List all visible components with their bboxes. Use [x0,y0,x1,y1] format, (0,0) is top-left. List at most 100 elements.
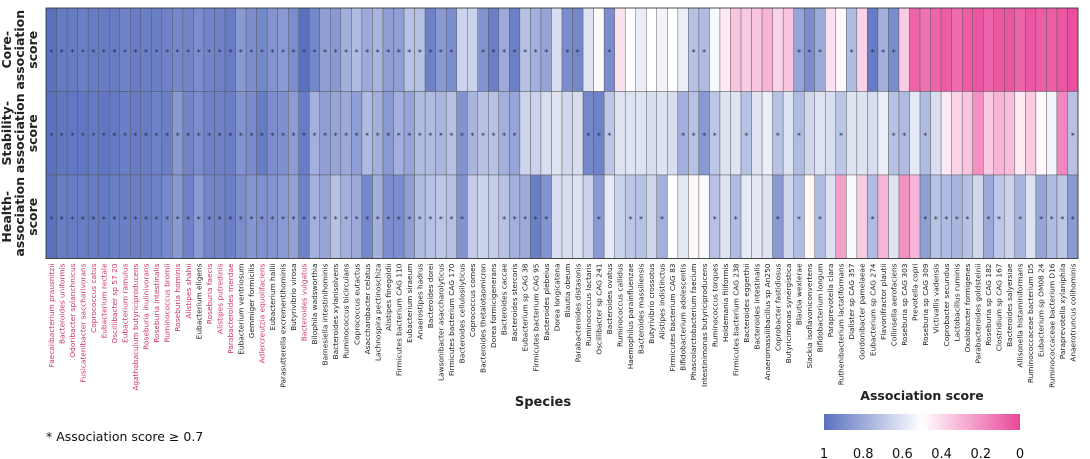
species-label: Clostridium sp CAG 167 [995,263,1004,351]
species-label: Eubacterium ventriosum [236,264,245,355]
heatmap-cell [972,91,984,176]
heatmap-cell [803,174,816,259]
significance-star: * [313,215,317,224]
significance-star: * [144,48,148,57]
heatmap-cell [1014,91,1026,176]
significance-star: * [365,131,369,140]
row-label-line: association [12,177,27,257]
species-labels: Faecalibacterium prausnitzii Bacteroides … [47,263,1077,391]
significance-star: * [239,48,243,57]
heatmap-cell [719,7,731,92]
heatmap-cell [519,91,531,176]
significance-star: * [270,48,274,57]
species-label: Lawsonibacter asaccharolyticus [437,263,446,381]
species-label: Alistipes shahii [184,264,193,319]
significance-star: * [49,131,53,140]
species-label: Flavonifractor plautii [879,264,888,340]
species-label: Bacteroides vulgatus [300,263,309,341]
significance-star: * [91,48,95,57]
species-label: Roseburia faecis [205,263,214,324]
significance-star: * [291,48,295,57]
heatmap-cells [45,7,1079,259]
heatmap-cell [877,174,889,259]
significance-star: * [492,131,496,140]
species-label: Bacteroides plebeius [542,263,551,340]
heatmap-cell [709,7,721,92]
species-label: Ruminococcaceae bacterium D5 [1026,263,1035,383]
species-label: Adlercreutzia equolifaciens [257,263,266,363]
species-label: Dorea formicigenerans [489,263,498,348]
significance-star: * [197,215,201,224]
species-label: Barnesiella intestinihominis [321,263,330,365]
row-label-line: score [25,198,40,236]
significance-star: * [523,215,527,224]
species-label: Blautia wexlerae [795,263,804,325]
significance-star: * [218,131,222,140]
species-label: Bacteroides uniformis [57,263,66,344]
significance-star: * [892,48,896,57]
species-label: Roseburia sp CAG 309 [921,263,930,346]
significance-star: * [134,48,138,57]
legend-tick-label: 0.4 [931,447,952,459]
species-label: Bacteroides dorei [426,264,435,329]
significance-star: * [112,131,116,140]
heatmap-cell [940,91,952,176]
species-label: Oxalobacter formigenes [963,263,972,352]
species-label: Firmicutes bacterium CAG 83 [668,263,677,371]
species-label: Allisonella histaminiformans [1016,263,1025,367]
species-label: Intestinimonas butyriciproducens [700,263,709,387]
species-label: Odoribacter splanchnicus [68,263,77,357]
significance-star: * [776,131,780,140]
row-label-line: Health- [0,191,14,243]
significance-star: * [186,215,190,224]
heatmap-cell [614,91,626,176]
significance-star: * [418,48,422,57]
significance-star: * [513,215,517,224]
heatmap-cell [1025,174,1037,259]
significance-star: * [460,131,464,140]
row-label-line: score [25,31,40,69]
species-label: Phascolarctobacterium faecium [689,264,698,381]
heatmap-cell [635,91,647,176]
heatmap-cell [1046,91,1058,176]
significance-star: * [91,215,95,224]
species-label: Lachnospira pectinoschiza [373,264,382,362]
species-label: Coprococcus eutactus [352,263,361,345]
significance-star: * [386,215,390,224]
significance-star: * [702,131,706,140]
heatmap-cell [540,91,552,176]
species-label: Bacteroides ovatus [605,263,614,334]
significance-star: * [934,215,938,224]
significance-star: * [881,48,885,57]
heatmap-cell [803,91,816,176]
heatmap-cell [740,174,752,259]
significance-star: * [449,131,453,140]
significance-star: * [892,131,896,140]
heatmap-cell [614,174,626,259]
heatmap-cell [898,7,910,92]
heatmap-cell [646,174,658,259]
row-label-line: score [25,114,40,152]
species-label: Butyrivibrio virosa [289,264,298,331]
significance-star: * [807,48,811,57]
species-label: Eubacterium hallii [268,264,277,331]
heatmap-cell [751,174,763,259]
significance-star: * [713,131,717,140]
species-label: Asaccharobacter celatus [363,263,372,354]
heatmap-cell [951,91,963,176]
significance-star: * [334,48,338,57]
significance-star: * [218,215,222,224]
heatmap-cell [877,91,889,176]
significance-star: * [534,215,538,224]
legend-tick-label: 0.2 [970,447,991,459]
heatmap-cell [561,174,573,259]
heatmap-cell [835,7,847,92]
species-label: Ruminococcus bromii [163,264,172,343]
species-label: Parabacteroides distasonis [573,263,582,362]
significance-star: * [428,215,432,224]
significance-star: * [70,131,74,140]
significance-star: * [81,48,85,57]
heatmap-cell [982,7,995,92]
species-label: Butyricimonas synergistica [784,264,793,364]
significance-star: * [1050,215,1054,224]
